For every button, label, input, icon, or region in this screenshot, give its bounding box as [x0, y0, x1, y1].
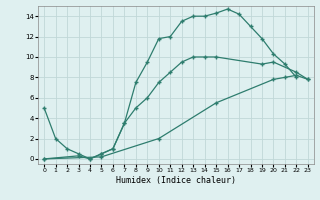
- X-axis label: Humidex (Indice chaleur): Humidex (Indice chaleur): [116, 176, 236, 185]
